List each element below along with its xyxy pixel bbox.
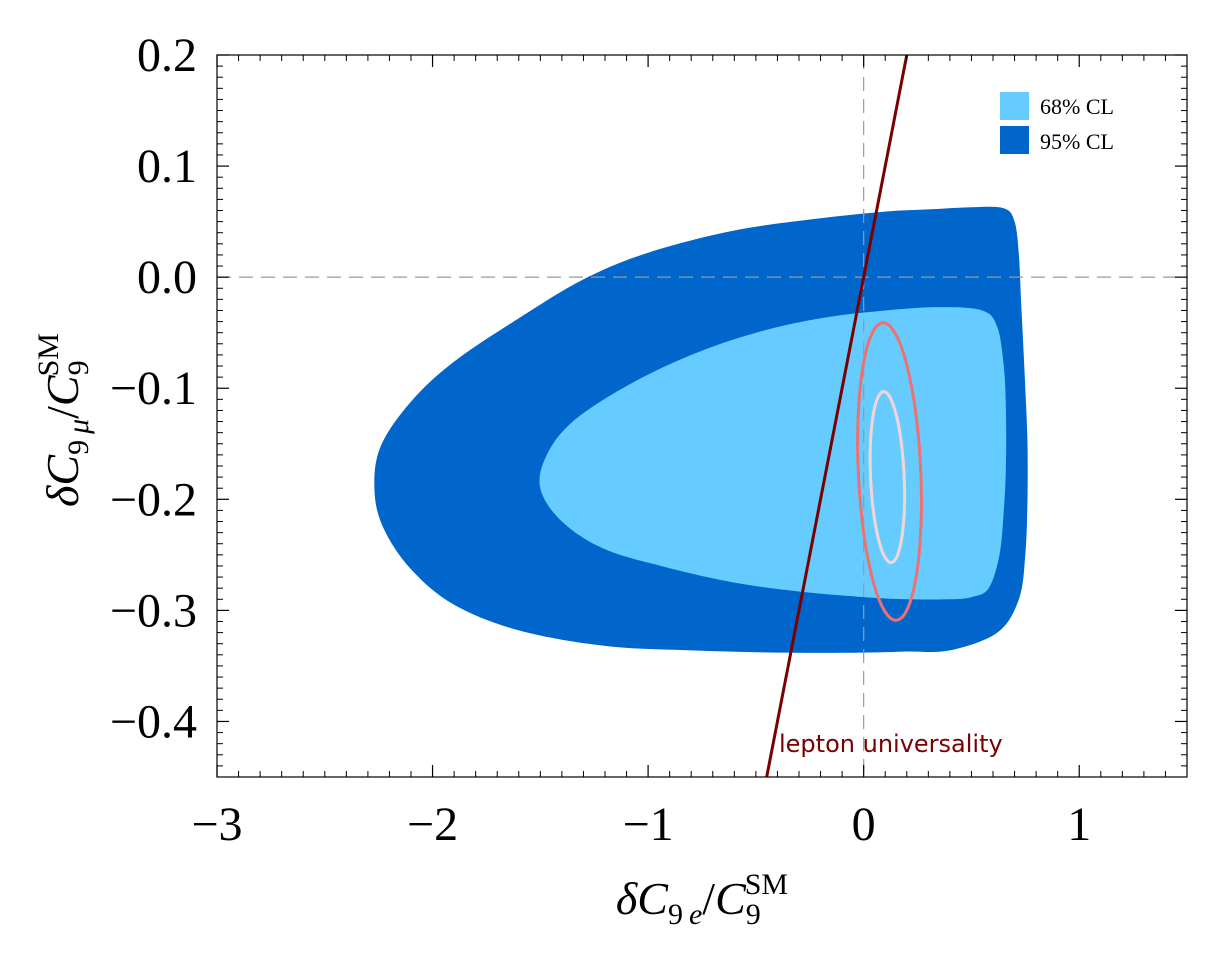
y-tick-label: 0.1 — [137, 140, 197, 193]
y-tick-label: −0.2 — [110, 473, 197, 526]
plot-area — [217, 55, 1187, 777]
y-tick-label: −0.1 — [110, 362, 197, 415]
legend-label-68cl: 68% CL — [1040, 94, 1114, 119]
x-axis-title: δC9 e/C9SM — [616, 868, 788, 931]
y-tick-label: −0.4 — [110, 695, 197, 748]
inner-contour — [868, 390, 907, 565]
tick-labels: −3 −2 −1 0 1 0.2 0.1 0.0 −0.1 −0.2 −0.3 −0.4 — [110, 29, 1091, 851]
legend-swatch-68cl — [1000, 92, 1029, 120]
lepton-universality-line — [765, 55, 909, 777]
legend: 68% CL 95% CL — [1000, 92, 1114, 154]
y-tick-label: −0.3 — [110, 584, 197, 637]
x-tick-label: −2 — [407, 798, 458, 851]
y-tick-label: 0.0 — [137, 251, 197, 304]
y-tick-label: 0.2 — [137, 29, 197, 82]
region-68cl — [539, 307, 1007, 600]
x-tick-label: −1 — [623, 798, 674, 851]
x-tick-label: 1 — [1067, 798, 1091, 851]
lepton-universality-label: lepton universality — [779, 730, 1003, 758]
legend-label-95cl: 95% CL — [1040, 129, 1114, 154]
legend-swatch-95cl — [1000, 126, 1029, 154]
y-axis-title: δC9μ/C9SM — [32, 333, 95, 507]
outer-contour — [856, 321, 923, 622]
x-tick-label: −3 — [191, 798, 242, 851]
x-tick-label: 0 — [852, 798, 876, 851]
plot-frame — [216, 54, 1188, 778]
